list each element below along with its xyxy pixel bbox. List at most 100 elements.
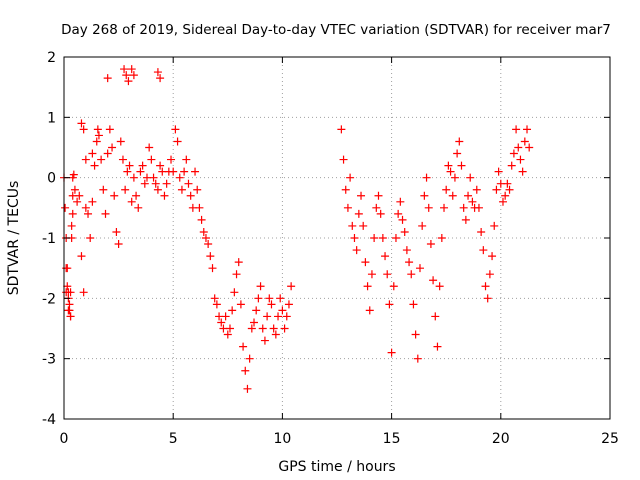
data-point bbox=[271, 330, 280, 339]
data-point bbox=[221, 312, 230, 321]
data-point bbox=[217, 318, 226, 327]
y-axis-label: SDTVAR / TECUs bbox=[6, 181, 22, 296]
data-point bbox=[153, 68, 162, 77]
data-point bbox=[125, 161, 134, 170]
data-point bbox=[75, 191, 84, 200]
data-point bbox=[93, 125, 102, 134]
data-point bbox=[411, 330, 420, 339]
data-point bbox=[64, 306, 73, 315]
x-axis-label: GPS time / hours bbox=[278, 459, 395, 475]
data-point bbox=[67, 221, 76, 230]
data-point bbox=[199, 227, 208, 236]
data-point bbox=[514, 143, 523, 152]
data-point bbox=[79, 288, 88, 297]
data-point bbox=[191, 167, 200, 176]
data-point bbox=[103, 74, 112, 83]
data-point bbox=[365, 306, 374, 315]
data-point bbox=[481, 282, 490, 291]
data-point bbox=[69, 170, 78, 179]
data-point bbox=[182, 155, 191, 164]
data-point bbox=[86, 234, 95, 242]
data-point bbox=[228, 306, 237, 315]
data-point bbox=[267, 300, 276, 309]
data-point bbox=[450, 173, 459, 182]
data-point bbox=[479, 246, 488, 255]
data-point bbox=[118, 155, 127, 164]
data-point bbox=[112, 227, 121, 236]
data-point bbox=[254, 294, 263, 303]
data-point bbox=[110, 191, 119, 200]
data-point bbox=[269, 324, 278, 333]
data-point bbox=[173, 137, 182, 146]
data-point bbox=[391, 234, 400, 242]
x-tick-label: 5 bbox=[169, 431, 178, 447]
data-point bbox=[370, 234, 379, 242]
data-point bbox=[446, 167, 455, 176]
data-point bbox=[184, 179, 193, 188]
data-point bbox=[466, 173, 475, 182]
y-tick-label: -3 bbox=[42, 352, 56, 368]
data-point bbox=[422, 173, 431, 182]
data-point bbox=[424, 203, 433, 212]
data-point bbox=[84, 209, 93, 218]
data-point bbox=[92, 137, 101, 146]
data-point bbox=[162, 179, 171, 188]
data-point bbox=[73, 197, 82, 206]
x-tick-label: 20 bbox=[492, 431, 510, 447]
data-point bbox=[145, 143, 154, 152]
data-point bbox=[474, 203, 483, 212]
data-point bbox=[108, 143, 117, 152]
data-point bbox=[114, 240, 123, 249]
data-point bbox=[457, 161, 466, 170]
data-point bbox=[101, 209, 110, 218]
data-point bbox=[204, 240, 213, 249]
data-point bbox=[116, 137, 125, 146]
data-point bbox=[94, 131, 103, 140]
data-point bbox=[507, 161, 516, 170]
data-point bbox=[413, 354, 422, 363]
data-point bbox=[448, 191, 457, 200]
data-point bbox=[123, 167, 132, 176]
data-point bbox=[383, 270, 392, 279]
data-point bbox=[503, 179, 512, 188]
data-point bbox=[501, 191, 510, 200]
data-point bbox=[121, 185, 130, 194]
data-point bbox=[433, 342, 442, 351]
data-point bbox=[122, 71, 131, 80]
data-point bbox=[483, 294, 492, 303]
data-point bbox=[127, 197, 136, 206]
data-point bbox=[396, 197, 405, 206]
data-point bbox=[79, 125, 88, 134]
data-point bbox=[387, 348, 396, 357]
data-point bbox=[169, 167, 178, 176]
data-point bbox=[247, 324, 256, 333]
data-point bbox=[103, 149, 112, 158]
data-point bbox=[339, 155, 348, 164]
data-point bbox=[402, 246, 411, 255]
data-point bbox=[105, 125, 114, 134]
y-tick-label: -2 bbox=[42, 291, 56, 307]
data-point bbox=[245, 354, 254, 363]
data-point bbox=[129, 71, 138, 80]
data-point bbox=[492, 185, 501, 194]
data-point bbox=[378, 234, 387, 242]
data-point bbox=[357, 191, 366, 200]
data-point bbox=[426, 240, 435, 249]
data-point bbox=[239, 342, 248, 351]
data-point bbox=[88, 197, 97, 206]
x-tick-label: 0 bbox=[60, 431, 69, 447]
data-point bbox=[420, 191, 429, 200]
data-point bbox=[156, 74, 165, 83]
data-point bbox=[280, 324, 289, 333]
data-point bbox=[348, 221, 357, 230]
data-point bbox=[201, 234, 210, 242]
data-points bbox=[60, 65, 534, 393]
data-point bbox=[282, 312, 291, 321]
data-point bbox=[258, 324, 267, 333]
data-point bbox=[160, 191, 169, 200]
grid-lines bbox=[64, 57, 610, 419]
y-tick-label: 2 bbox=[47, 50, 56, 66]
data-point bbox=[409, 300, 418, 309]
data-point bbox=[186, 191, 195, 200]
data-point bbox=[260, 336, 269, 345]
